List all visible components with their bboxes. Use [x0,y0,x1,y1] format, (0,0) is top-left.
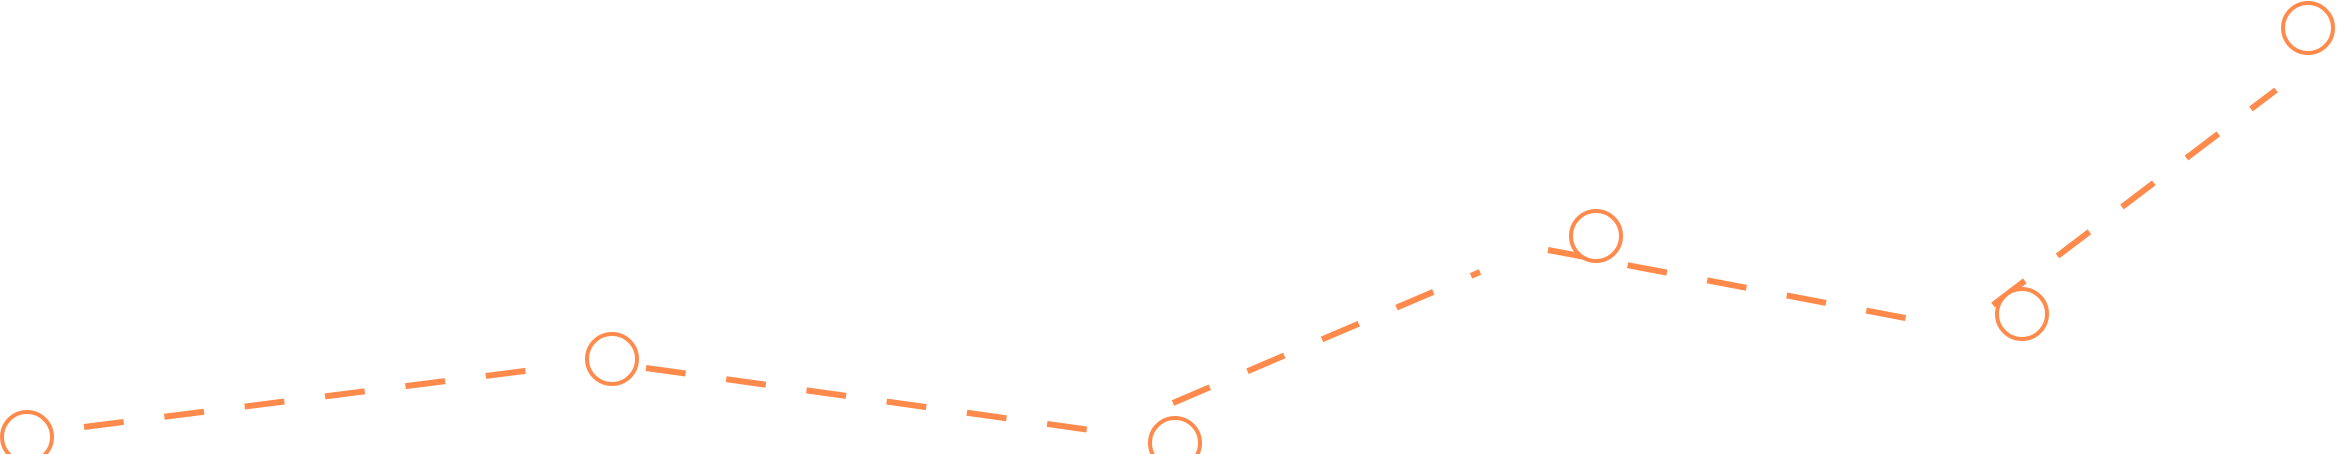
node-6 [2281,1,2335,55]
connector-5 [1991,87,2278,308]
node-2 [585,332,639,386]
connector-lines [83,87,2278,436]
node-5 [1995,287,2049,341]
node-4 [1569,209,1623,263]
connector-1 [83,364,557,430]
connector-2 [645,365,1113,436]
node-3 [1148,416,1202,454]
node-1 [0,410,54,454]
connector-3 [1171,269,1482,406]
connector-4 [1547,247,1943,328]
